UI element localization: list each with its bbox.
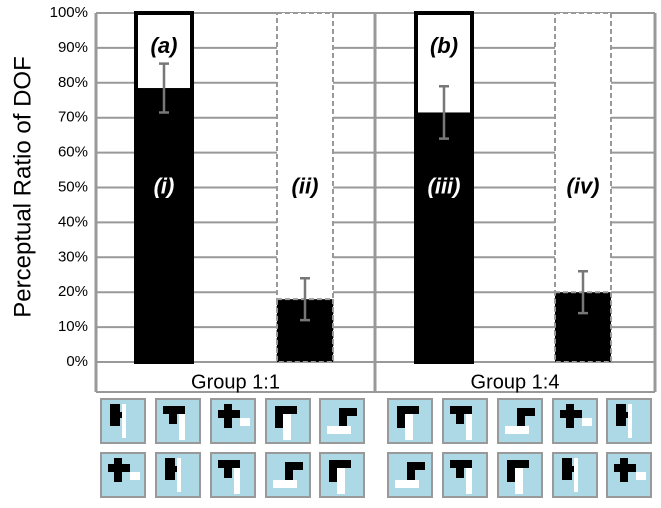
bar-label: (iv): [567, 173, 600, 198]
thumbnail: [100, 398, 146, 444]
error-bar: [300, 276, 310, 322]
thumbnail: [497, 398, 543, 444]
group-label: Group 1:4: [471, 371, 560, 393]
thumbnail: [100, 452, 146, 498]
error-bar: [439, 85, 449, 140]
bar-label: (iii): [428, 173, 461, 198]
thumbnail: [606, 452, 652, 498]
annotation: (a): [151, 33, 178, 58]
bar: [136, 88, 192, 362]
thumbnail: [319, 398, 365, 444]
thumbnail: [497, 452, 543, 498]
error-bar: [159, 62, 169, 114]
y-tick-label: 40%: [58, 213, 88, 230]
thumbnail: [319, 452, 365, 498]
bar-label: (ii): [292, 173, 319, 198]
y-tick-label: 70%: [58, 109, 88, 126]
thumbnail: [552, 452, 598, 498]
y-tick-label: 10%: [58, 318, 88, 335]
annotation: (b): [430, 33, 458, 58]
y-tick-label: 30%: [58, 248, 88, 265]
thumbnails: [100, 398, 652, 498]
error-bar: [578, 270, 588, 315]
thumbnail: [606, 398, 652, 444]
thumbnail: [155, 398, 201, 444]
bar: [416, 112, 472, 362]
y-tick-label: 80%: [58, 74, 88, 91]
group-label: Group 1:1: [191, 371, 280, 393]
thumbnail: [210, 398, 256, 444]
thumbnail: [442, 452, 488, 498]
thumbnail: [552, 398, 598, 444]
y-tick-label: 90%: [58, 39, 88, 56]
thumbnail: [442, 398, 488, 444]
y-tick-label: 100%: [50, 4, 88, 21]
y-tick-label: 0%: [66, 353, 88, 370]
y-tick-label: 20%: [58, 283, 88, 300]
thumbnail: [210, 452, 256, 498]
y-tick-label: 60%: [58, 144, 88, 161]
thumbnail: [155, 452, 201, 498]
thumbnail: [265, 398, 311, 444]
thumbnail: [265, 452, 311, 498]
bar-label: (i): [154, 173, 175, 198]
thumbnail: [387, 398, 433, 444]
y-tick-label: 50%: [58, 178, 88, 195]
thumbnail: [387, 452, 433, 498]
y-axis-label: Perceptual Ratio of DOF: [9, 56, 36, 317]
